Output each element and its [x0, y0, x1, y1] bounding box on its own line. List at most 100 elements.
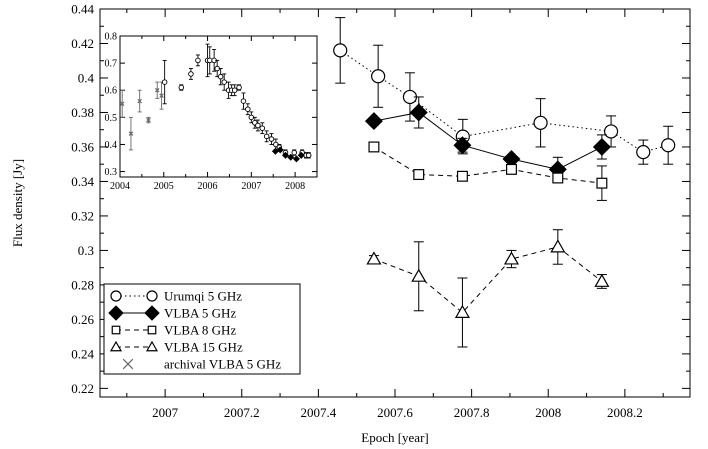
inset-data-point-archival-vlba-5-ghz [119, 101, 125, 107]
data-point-vlba-15-ghz [454, 304, 470, 318]
y-tick-label: 0.38 [71, 105, 94, 120]
y-tick-label: 0.22 [71, 381, 94, 396]
inset-x-tick-label: 2007 [241, 181, 261, 192]
legend-marker [144, 305, 160, 321]
inset-data-point-urumqi-5-ghz [305, 152, 312, 159]
data-point-urumqi-5-ghz [371, 69, 386, 84]
inset-data-point-urumqi-5-ghz [188, 71, 194, 77]
data-point-urumqi-5-ghz [533, 115, 548, 130]
inset-data-point-urumqi-5-ghz [240, 98, 247, 104]
legend-marker [122, 358, 134, 370]
legend-box [103, 283, 301, 375]
x-tick-label: 2007.4 [301, 405, 337, 420]
inset-y-tick-label: 0.8 [105, 32, 118, 43]
x-axis-label: Epoch [year] [361, 430, 429, 445]
inset-series-urumqi-5-ghz [161, 43, 312, 159]
inset-y-tick-label: 0.4 [105, 140, 118, 151]
inset-data-point-vlba-5-ghz [281, 151, 289, 159]
legend-item-vlba-5-ghz: VLBA 5 GHz [108, 305, 236, 321]
data-point-vlba-8-ghz [413, 169, 425, 181]
series-urumqi-5-ghz [333, 17, 676, 165]
legend-label: VLBA 8 GHz [164, 323, 236, 338]
x-tick-label: 2007.8 [454, 405, 490, 420]
inset-y-tick-label: 0.6 [105, 86, 118, 97]
y-tick-label: 0.3 [78, 243, 94, 258]
y-tick-label: 0.28 [71, 277, 94, 292]
y-tick-label: 0.4 [78, 70, 95, 85]
inset-data-point-urumqi-5-ghz [245, 106, 251, 112]
legend-item-vlba-15-ghz: VLBA 15 GHz [109, 340, 243, 355]
data-point-vlba-5-ghz [409, 103, 428, 122]
series-vlba-8-ghz [368, 141, 608, 201]
legend-marker [146, 290, 158, 302]
data-point-urumqi-5-ghz [661, 138, 676, 153]
series-vlba-5-ghz [364, 96, 611, 182]
data-point-vlba-15-ghz [411, 268, 427, 282]
data-point-vlba-15-ghz [366, 251, 382, 265]
y-tick-label: 0.36 [71, 139, 94, 154]
x-tick-label: 2007.2 [224, 405, 260, 420]
y-tick-label: 0.26 [71, 312, 94, 327]
inset-x-tick-label: 2006 [198, 181, 218, 192]
inset-series-vlba-5-ghz [271, 146, 305, 163]
y-tick-label: 0.42 [71, 36, 94, 51]
inset-x-tick-label: 2005 [154, 181, 174, 192]
data-point-vlba-5-ghz [453, 136, 472, 155]
inset-data-point-urumqi-5-ghz [231, 87, 238, 93]
legend-marker [147, 325, 157, 335]
legend-marker [108, 305, 124, 321]
series-vlba-15-ghz [366, 229, 610, 348]
legend-label: Urumqi 5 GHz [164, 289, 242, 304]
legend-marker [111, 325, 121, 335]
inset-data-point-archival-vlba-5-ghz [146, 117, 151, 123]
inset-data-point-urumqi-5-ghz [178, 84, 185, 91]
data-point-vlba-5-ghz [592, 137, 611, 156]
inset-data-point-urumqi-5-ghz [263, 133, 270, 140]
data-point-vlba-8-ghz [596, 177, 608, 189]
inset-data-point-urumqi-5-ghz [268, 136, 275, 142]
legend-item-urumqi-5-ghz: Urumqi 5 GHz [110, 289, 242, 304]
inset-data-point-vlba-5-ghz [292, 155, 300, 163]
y-tick-label: 0.34 [71, 174, 94, 189]
inset-data-point-urumqi-5-ghz [259, 125, 266, 131]
data-point-urumqi-5-ghz [636, 145, 651, 160]
inset-x-tick-label: 2008 [285, 181, 305, 192]
inset-data-point-vlba-5-ghz [276, 146, 284, 154]
legend-item-vlba-8-ghz: VLBA 8 GHz [111, 323, 236, 338]
main-plot: 2007 2007.2 2007.4 2007.6 2007.8 2008 2008.2 0.… [10, 2, 691, 445]
inset-data-point-archival-vlba-5-ghz [154, 87, 160, 93]
inset-y-tick-label: 0.7 [105, 59, 118, 70]
inset-y-tick-label: 0.5 [105, 113, 118, 124]
legend-item-archival-vlba-5-ghz: archival VLBA 5 GHz [122, 357, 281, 372]
data-point-vlba-8-ghz [505, 163, 517, 175]
inset-data-point-urumqi-5-ghz [291, 149, 297, 156]
y-tick-label: 0.24 [71, 346, 94, 361]
data-point-vlba-8-ghz [456, 170, 468, 182]
legend: Urumqi 5 GHz VLBA 5 GHz VLBA 8 GHz VLBA 15 … [103, 283, 301, 375]
data-point-vlba-8-ghz [368, 141, 380, 153]
inset-data-point-urumqi-5-ghz [236, 84, 242, 91]
series-line-vlba-8-ghz [373, 146, 602, 184]
data-point-urumqi-5-ghz [603, 124, 619, 139]
inset-data-point-archival-vlba-5-ghz [128, 131, 134, 136]
inset-data-point-vlba-5-ghz [287, 153, 295, 161]
legend-marker [145, 340, 159, 352]
inset-data-point-urumqi-5-ghz [206, 57, 213, 64]
series-line-vlba-15-ghz [373, 246, 603, 314]
legend-label: VLBA 15 GHz [164, 340, 243, 355]
y-tick-label: 0.44 [71, 2, 94, 17]
inset-data-point-vlba-5-ghz [297, 151, 305, 159]
y-tick-label: 0.32 [71, 208, 94, 223]
data-point-vlba-15-ghz [503, 251, 520, 265]
inset-data-point-urumqi-5-ghz [161, 79, 168, 85]
inset-data-point-urumqi-5-ghz [195, 57, 201, 64]
legend-label: VLBA 5 GHz [164, 306, 236, 321]
legend-marker [109, 340, 123, 352]
data-point-urumqi-5-ghz [333, 43, 348, 58]
x-tick-label: 2007 [152, 405, 179, 420]
series-line-urumqi-5-ghz [339, 49, 669, 153]
inset-data-point-archival-vlba-5-ghz [159, 93, 164, 98]
x-tick-label: 2008.2 [607, 405, 643, 420]
